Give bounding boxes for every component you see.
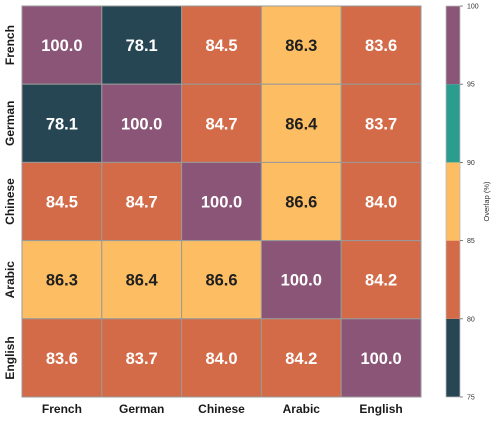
- cell-value-label: 86.6: [205, 272, 237, 290]
- cell-value-label: 84.7: [205, 115, 237, 133]
- heatmap-cell-french-french: [21, 5, 103, 85]
- heatmap-cell-english-english: [340, 318, 422, 398]
- colorbar-tick-label: 95: [467, 82, 475, 89]
- cell-value-label: 100.0: [41, 37, 82, 55]
- cell-value-label: 100.0: [121, 115, 162, 133]
- cell-value-label: 84.7: [126, 194, 158, 212]
- heatmap-cells: [21, 5, 422, 398]
- cell-value-label: 100.0: [281, 272, 322, 290]
- heatmap-cell-german-french: [21, 83, 103, 163]
- colorbar-bin: [446, 84, 460, 163]
- heatmap-cell-arabic-french: [21, 240, 103, 320]
- colorbar-bin: [446, 6, 460, 85]
- heatmap-cell-english-german: [101, 318, 183, 398]
- x-axis-tick-labels: French German Chinese Arabic English: [42, 402, 403, 416]
- cell-value-label: 86.4: [126, 272, 159, 290]
- cell-value-label: 78.1: [126, 37, 158, 55]
- x-tick-label-german: German: [119, 402, 164, 416]
- colorbar-tick-label: 100: [467, 4, 479, 11]
- y-tick-label-german: German: [3, 101, 17, 146]
- x-tick-label-french: French: [42, 402, 82, 416]
- heatmap-cell-arabic-chinese: [181, 240, 262, 320]
- cell-value-label: 86.3: [46, 272, 78, 290]
- y-tick-label-arabic: Arabic: [3, 261, 17, 299]
- cell-value-label: 100.0: [360, 350, 401, 368]
- colorbar: 75 80 85 90 95 100 Overlap (%): [445, 4, 491, 402]
- x-tick-label-chinese: Chinese: [198, 402, 245, 416]
- cell-value-label: 84.5: [46, 194, 78, 212]
- y-tick-label-french: French: [3, 25, 17, 65]
- heatmap-cell-arabic-german: [101, 240, 183, 320]
- heatmap-cell-german-chinese: [181, 83, 262, 163]
- cell-value-label: 86.4: [285, 115, 318, 133]
- y-axis-tick-labels: French German Chinese Arabic English: [3, 25, 17, 379]
- heatmap-cell-french-chinese: [181, 5, 262, 85]
- cell-value-label: 84.0: [205, 350, 237, 368]
- colorbar-tick-label: 90: [467, 160, 475, 167]
- colorbar-bin: [446, 318, 460, 397]
- heatmap-cell-chinese-german: [101, 161, 183, 242]
- cell-value-label: 86.6: [285, 194, 317, 212]
- x-tick-label-arabic: Arabic: [283, 402, 321, 416]
- cell-value-label: 83.7: [365, 115, 397, 133]
- cell-value-labels: 100.0 78.1 84.5 86.3 83.6 78.1 100.0 84.7 86.4 83…: [41, 37, 401, 368]
- cell-value-label: 83.6: [365, 37, 397, 55]
- cell-value-label: 83.7: [126, 350, 158, 368]
- heatmap-cell-german-english: [340, 83, 422, 163]
- heatmap-cell-english-french: [21, 318, 103, 398]
- cell-value-label: 86.3: [285, 37, 317, 55]
- cell-value-label: 78.1: [46, 115, 78, 133]
- cell-value-label: 84.2: [365, 272, 397, 290]
- heatmap-cell-english-chinese: [181, 318, 262, 398]
- cell-value-label: 84.0: [365, 194, 397, 212]
- heatmap-cell-french-arabic: [260, 5, 342, 85]
- heatmap-cell-french-german: [101, 5, 183, 85]
- cell-value-label: 84.2: [285, 350, 317, 368]
- heatmap-cell-arabic-arabic: [260, 240, 342, 320]
- y-tick-label-chinese: Chinese: [3, 178, 17, 225]
- heatmap-cell-chinese-arabic: [260, 161, 342, 242]
- colorbar-frame: [445, 5, 461, 398]
- x-tick-label-english: English: [359, 402, 402, 416]
- colorbar-bin: [446, 162, 460, 241]
- cell-value-label: 84.5: [205, 37, 237, 55]
- colorbar-tick-label: 85: [467, 238, 475, 245]
- heatmap-cell-arabic-english: [340, 240, 422, 320]
- colorbar-bin: [446, 240, 460, 319]
- heatmap-cell-chinese-chinese: [181, 161, 262, 242]
- heatmap-cell-french-english: [340, 5, 422, 85]
- heatmap-cell-chinese-english: [340, 161, 422, 242]
- y-tick-label-english: English: [3, 336, 17, 379]
- colorbar-tick-label: 80: [467, 316, 475, 323]
- cell-value-label: 100.0: [201, 194, 242, 212]
- colorbar-tick-label: 75: [467, 395, 475, 402]
- colorbar-label: Overlap (%): [482, 181, 491, 222]
- cell-value-label: 83.6: [46, 350, 78, 368]
